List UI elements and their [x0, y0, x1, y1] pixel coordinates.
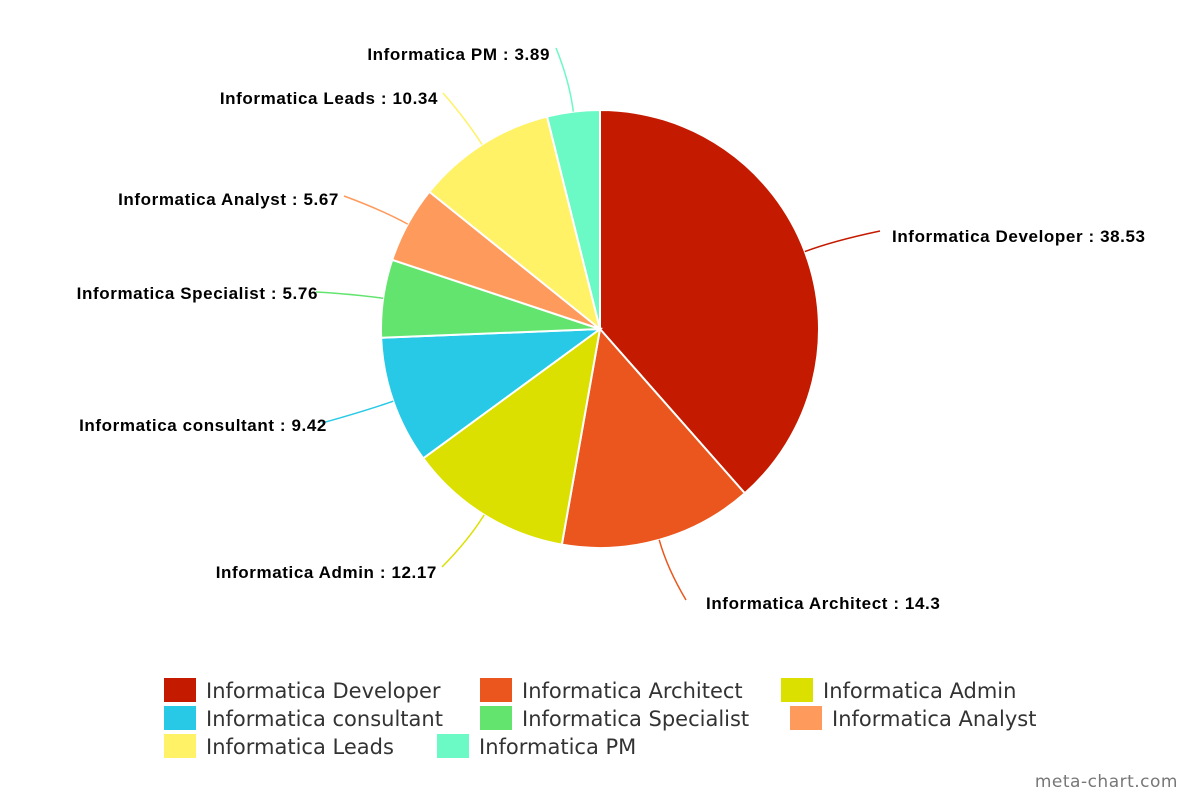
legend-item-informatica-leads[interactable]: Informatica Leads — [164, 734, 394, 759]
legend-swatch — [164, 706, 196, 730]
legend-swatch — [164, 678, 196, 702]
pie-slice-informatica-pm[interactable] — [545, 108, 601, 330]
slice-label-informatica-consultant: Informatica consultant : 9.42 — [79, 416, 327, 435]
slice-labels: Informatica Developer : 38.53 Informatica… — [77, 45, 1146, 613]
leader-line-informatica-admin — [441, 514, 485, 568]
legend-swatch — [781, 678, 813, 702]
pie-slices — [380, 108, 820, 549]
leader-line-informatica-developer — [804, 230, 881, 253]
leader-lines — [315, 47, 881, 601]
leader-line-informatica-leads — [442, 92, 483, 145]
pie-slice-informatica-consultant[interactable] — [380, 327, 604, 460]
slice-label-informatica-pm: Informatica PM : 3.89 — [367, 45, 550, 64]
legend-item-informatica-architect[interactable]: Informatica Architect — [480, 678, 743, 703]
watermark: meta-chart.com — [1034, 772, 1178, 792]
leader-line-informatica-specialist — [315, 291, 384, 300]
legend-swatch — [164, 734, 196, 758]
slice-label-informatica-analyst: Informatica Analyst : 5.67 — [118, 190, 339, 209]
legend-label: Informatica Analyst — [832, 707, 1036, 731]
legend-label: Informatica Leads — [206, 735, 394, 759]
leader-line-informatica-architect — [658, 539, 687, 601]
slice-label-informatica-developer: Informatica Developer : 38.53 — [892, 227, 1146, 246]
pie-slice-informatica-developer[interactable] — [599, 108, 820, 495]
legend-item-informatica-specialist[interactable]: Informatica Specialist — [480, 706, 749, 731]
legend-item-informatica-consultant[interactable]: Informatica consultant — [164, 706, 443, 731]
legend-label: Informatica Developer — [206, 679, 441, 703]
legend-swatch — [437, 734, 469, 758]
legend: Informatica Developer Informatica Archite… — [164, 678, 1036, 759]
legend-item-informatica-pm[interactable]: Informatica PM — [437, 734, 636, 759]
legend-swatch — [480, 678, 512, 702]
legend-label: Informatica Admin — [823, 679, 1016, 703]
legend-label: Informatica PM — [479, 735, 636, 759]
slice-label-informatica-specialist: Informatica Specialist : 5.76 — [77, 284, 318, 303]
slice-label-informatica-architect: Informatica Architect : 14.3 — [706, 594, 940, 613]
slice-label-informatica-admin: Informatica Admin : 12.17 — [216, 563, 437, 582]
legend-item-informatica-analyst[interactable]: Informatica Analyst — [790, 706, 1036, 731]
legend-label: Informatica Architect — [522, 679, 743, 703]
leader-line-informatica-analyst — [343, 195, 409, 225]
legend-item-informatica-developer[interactable]: Informatica Developer — [164, 678, 441, 703]
leader-line-informatica-pm — [555, 47, 575, 112]
legend-label: Informatica consultant — [206, 707, 443, 731]
legend-swatch — [790, 706, 822, 730]
leader-line-informatica-consultant — [321, 400, 394, 424]
legend-swatch — [480, 706, 512, 730]
legend-label: Informatica Specialist — [522, 707, 749, 731]
pie-slice-informatica-leads[interactable] — [427, 115, 602, 332]
legend-item-informatica-admin[interactable]: Informatica Admin — [781, 678, 1016, 703]
slice-label-informatica-leads: Informatica Leads : 10.34 — [220, 89, 438, 108]
